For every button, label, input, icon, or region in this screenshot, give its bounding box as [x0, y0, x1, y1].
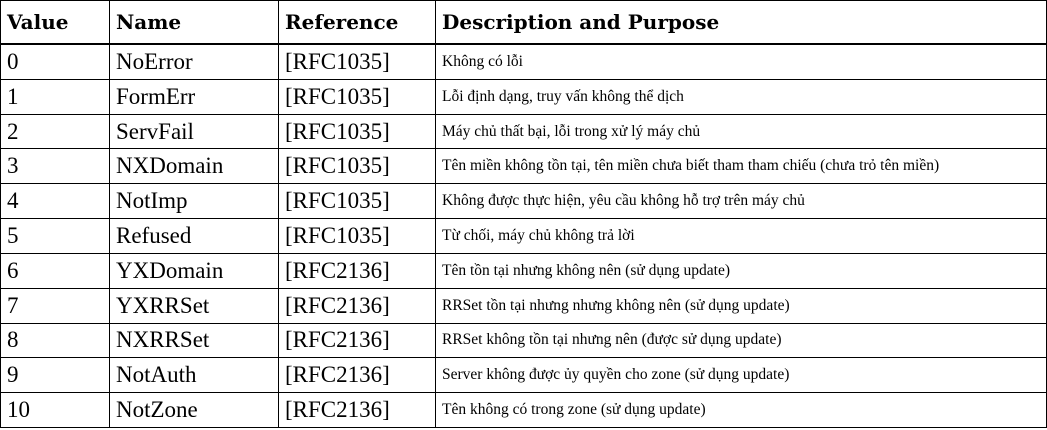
reference-cell: [RFC1035]: [278, 218, 436, 254]
table-row: 6 YXDomain [RFC2136] Tên tồn tại nhưng k…: [0, 252, 1047, 289]
reference-cell: [RFC1035]: [278, 113, 436, 150]
description-cell: Server không được ủy quyền cho zone (sử …: [435, 357, 1047, 394]
value-cell: 0: [0, 43, 110, 80]
table-row: 2 ServFail [RFC1035] Máy chủ thất bại, l…: [0, 113, 1047, 150]
description-cell: Máy chủ thất bại, lỗi trong xử lý máy ch…: [435, 113, 1047, 150]
reference-cell: [RFC2136]: [278, 322, 436, 359]
name-cell: FormErr: [109, 78, 279, 115]
table-row: 7 YXRRSet [RFC2136] RRSet tồn tại nhưng …: [0, 287, 1047, 324]
table-row: 1 FormErr [RFC1035] Lỗi định dạng, truy …: [0, 78, 1047, 115]
name-cell: NXDomain: [109, 148, 279, 185]
header-name: Name: [109, 0, 279, 45]
reference-cell: [RFC1035]: [278, 78, 436, 115]
reference-cell: [RFC1035]: [278, 43, 436, 80]
name-cell: NotZone: [109, 392, 279, 428]
value-cell: 10: [0, 392, 110, 428]
description-cell: RRSet không tồn tại nhưng nên (được sử d…: [435, 322, 1047, 359]
description-cell: Từ chối, máy chủ không trả lời: [435, 218, 1047, 254]
header-value: Value: [0, 0, 110, 45]
name-cell: NotImp: [109, 183, 279, 220]
description-cell: Không được thực hiện, yêu cầu không hỗ t…: [435, 183, 1047, 220]
name-cell: Refused: [109, 218, 279, 254]
table-row: 10 NotZone [RFC2136] Tên không có trong …: [0, 392, 1047, 428]
reference-cell: [RFC2136]: [278, 357, 436, 394]
header-reference: Reference: [278, 0, 436, 45]
table-row: 8 NXRRSet [RFC2136] RRSet không tồn tại …: [0, 322, 1047, 359]
description-cell: Không có lỗi: [435, 43, 1047, 80]
table-row: 0 NoError [RFC1035] Không có lỗi: [0, 43, 1047, 80]
header-row: Value Name Reference Description and Pur…: [0, 0, 1047, 45]
table-row: 5 Refused [RFC1035] Từ chối, máy chủ khô…: [0, 218, 1047, 254]
name-cell: YXRRSet: [109, 287, 279, 324]
table-row: 4 NotImp [RFC1035] Không được thực hiện,…: [0, 183, 1047, 220]
description-cell: Tên miền không tồn tại, tên miền chưa bi…: [435, 148, 1047, 185]
name-cell: NXRRSet: [109, 322, 279, 359]
reference-cell: [RFC2136]: [278, 287, 436, 324]
name-cell: YXDomain: [109, 252, 279, 289]
reference-cell: [RFC1035]: [278, 183, 436, 220]
value-cell: 9: [0, 357, 110, 394]
value-cell: 8: [0, 322, 110, 359]
value-cell: 1: [0, 78, 110, 115]
value-cell: 3: [0, 148, 110, 185]
description-cell: Tên tồn tại nhưng không nên (sử dụng upd…: [435, 252, 1047, 289]
description-cell: RRSet tồn tại nhưng nhưng không nên (sử …: [435, 287, 1047, 324]
value-cell: 2: [0, 113, 110, 150]
name-cell: NotAuth: [109, 357, 279, 394]
description-cell: Tên không có trong zone (sử dụng update): [435, 392, 1047, 428]
value-cell: 5: [0, 218, 110, 254]
table-row: 9 NotAuth [RFC2136] Server không được ủy…: [0, 357, 1047, 394]
reference-cell: [RFC2136]: [278, 252, 436, 289]
header-description: Description and Purpose: [435, 0, 1047, 45]
value-cell: 7: [0, 287, 110, 324]
value-cell: 6: [0, 252, 110, 289]
name-cell: ServFail: [109, 113, 279, 150]
name-cell: NoError: [109, 43, 279, 80]
reference-cell: [RFC2136]: [278, 392, 436, 428]
table-row: 3 NXDomain [RFC1035] Tên miền không tồn …: [0, 148, 1047, 185]
value-cell: 4: [0, 183, 110, 220]
reference-cell: [RFC1035]: [278, 148, 436, 185]
description-cell: Lỗi định dạng, truy vấn không thể dịch: [435, 78, 1047, 115]
